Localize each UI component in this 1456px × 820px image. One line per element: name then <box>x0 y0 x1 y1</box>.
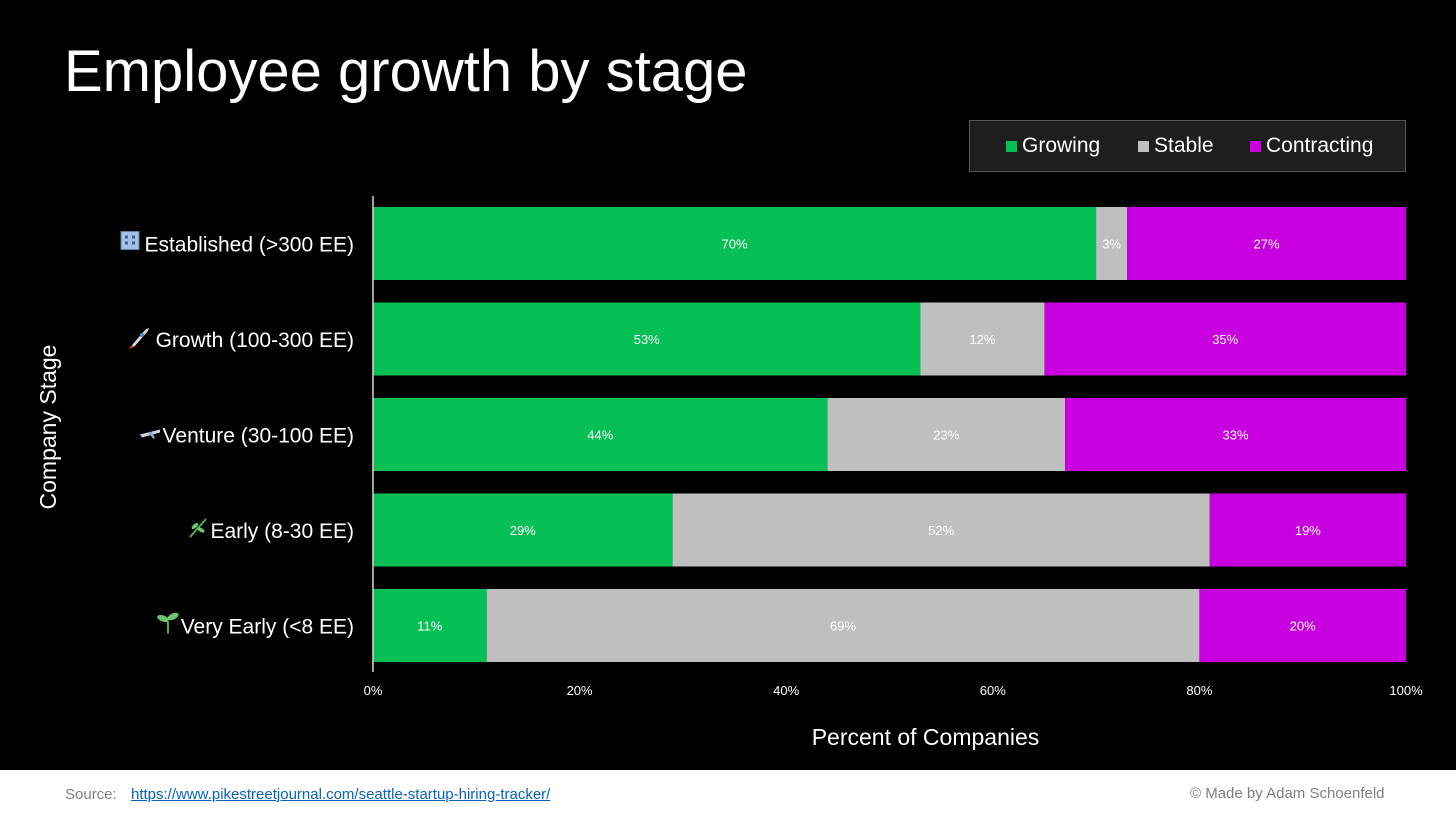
data-label-growing: 44% <box>587 428 613 443</box>
bar-growing <box>373 493 673 567</box>
office-building-icon <box>120 231 140 250</box>
bar-contracting <box>1127 207 1406 280</box>
bar-contracting <box>1199 589 1406 662</box>
bar-growing <box>373 398 828 471</box>
legend: Growing Stable Contracting <box>969 120 1406 172</box>
stacked-bar-chart: 70% 3% 27% Established (>300 EE) 53% 12% 35% Gr… <box>35 196 1423 750</box>
x-tick-label: 0% <box>364 683 383 698</box>
x-tick-label: 20% <box>567 683 593 698</box>
data-label-stable: 52% <box>928 523 954 538</box>
data-label-stable: 23% <box>933 428 959 443</box>
x-tick-label: 100% <box>1389 683 1423 698</box>
data-label-contracting: 35% <box>1212 332 1238 347</box>
legend-swatch-contracting <box>1250 140 1261 152</box>
data-label-contracting: 33% <box>1223 428 1249 443</box>
category-label: Very Early (<8 EE) <box>181 616 354 639</box>
legend-item-stable: Stable <box>1138 134 1214 158</box>
data-label-growing: 29% <box>510 523 536 538</box>
data-label-contracting: 27% <box>1254 237 1280 252</box>
source-link[interactable]: https://www.pikestreetjournal.com/seattl… <box>131 786 551 803</box>
bar-contracting <box>1065 398 1406 471</box>
category-label: Growth (100-300 EE) <box>156 329 354 352</box>
x-tick-label: 40% <box>773 683 799 698</box>
legend-label-stable: Stable <box>1154 134 1214 157</box>
data-label-stable: 3% <box>1102 237 1121 252</box>
data-label-stable: 12% <box>969 332 995 347</box>
credit-text: © Made by Adam Schoenfeld <box>1190 785 1385 802</box>
rocket-icon <box>129 328 149 349</box>
category-label: Early (8-30 EE) <box>210 520 354 543</box>
x-axis-title: Percent of Companies <box>812 724 1040 750</box>
legend-swatch-stable <box>1138 140 1149 152</box>
legend-label-growing: Growing <box>1022 134 1101 157</box>
seedling-icon <box>157 612 179 634</box>
bar-contracting <box>1044 302 1406 376</box>
x-tick-label: 80% <box>1186 683 1212 698</box>
legend-item-growing: Growing <box>1006 134 1100 158</box>
footer: Source: https://www.pikestreetjournal.co… <box>0 770 1456 820</box>
source-label: Source: <box>65 786 117 803</box>
bar-growing <box>373 302 921 376</box>
data-label-contracting: 19% <box>1295 523 1321 538</box>
legend-item-contracting: Contracting <box>1250 134 1373 158</box>
bar-stable <box>1096 207 1128 280</box>
data-label-growing: 11% <box>417 619 442 634</box>
category-label: Established (>300 EE) <box>144 234 354 257</box>
bar-stable <box>672 493 1210 567</box>
data-label-growing: 70% <box>722 237 748 252</box>
legend-swatch-growing <box>1006 140 1017 152</box>
herb-icon <box>189 518 207 538</box>
data-label-contracting: 20% <box>1290 619 1316 634</box>
bar-stable <box>486 589 1200 662</box>
bar-stable <box>920 302 1045 376</box>
bar-growing <box>373 207 1097 280</box>
bar-stable <box>827 398 1066 471</box>
legend-label-contracting: Contracting <box>1266 134 1374 157</box>
airplane-icon <box>140 429 160 439</box>
category-label: Venture (30-100 EE) <box>163 425 354 448</box>
chart-title: Employee growth by stage <box>64 39 748 104</box>
bar-growing <box>373 589 487 662</box>
y-axis-title: Company Stage <box>35 345 61 510</box>
data-label-growing: 53% <box>634 332 660 347</box>
bar-contracting <box>1209 493 1406 567</box>
x-tick-label: 60% <box>980 683 1006 698</box>
data-label-stable: 69% <box>830 619 856 634</box>
slide: Employee growth by stage Growing Stable … <box>0 0 1456 770</box>
